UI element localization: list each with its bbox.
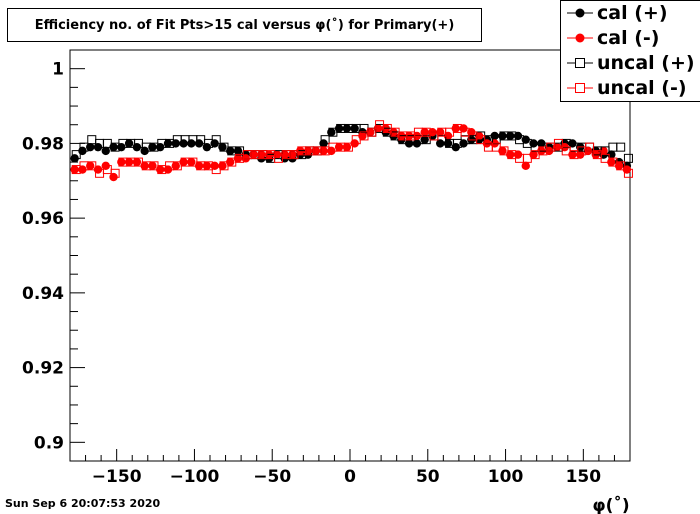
legend-label: uncal (-): [597, 77, 687, 99]
chart-title-text: Efficiency no. of Fit Pts>15 cal versus …: [34, 17, 455, 33]
legend-item-cal-plus: cal (+): [561, 1, 700, 25]
data-point: [608, 142, 618, 152]
data-point: [101, 146, 110, 156]
data-point: [320, 135, 330, 145]
data-point: [87, 135, 97, 145]
y-tick-label: 0.94: [22, 284, 64, 304]
y-tick-label: 0.98: [22, 134, 64, 154]
data-point: [343, 142, 353, 152]
x-tick-label: −100: [170, 467, 220, 487]
plot-frame: [69, 49, 631, 462]
data-point: [521, 161, 530, 171]
legend-item-uncal-plus: uncal (+): [561, 51, 700, 75]
data-point: [86, 142, 95, 152]
data-point: [71, 150, 81, 160]
legend-item-uncal-minus: uncal (-): [561, 76, 700, 100]
open-square-marker-icon: [567, 58, 593, 68]
x-tick-label: 0: [344, 467, 356, 487]
legend-label: uncal (+): [597, 52, 695, 74]
data-point: [87, 161, 97, 171]
data-point: [476, 135, 486, 145]
y-tick-label: 0.92: [22, 359, 64, 379]
x-tick-label: −150: [92, 467, 142, 487]
x-tick-label: 100: [488, 467, 524, 487]
data-point: [623, 153, 633, 163]
data-point: [211, 135, 221, 145]
data-point: [367, 127, 377, 137]
x-tick-label: −50: [253, 467, 291, 487]
filled-circle-marker-icon: [567, 8, 593, 18]
chart-title: Efficiency no. of Fit Pts>15 cal versus …: [7, 8, 482, 42]
x-tick-label: 150: [566, 467, 602, 487]
y-axis: 0.9 0.92 0.94 0.96 0.98 1: [22, 49, 85, 462]
data-markers: [70, 120, 633, 182]
filled-circle-marker-icon: [567, 33, 593, 43]
legend: cal (+) cal (-) uncal (+) uncal (-): [560, 0, 700, 102]
data-point: [110, 168, 120, 178]
x-tick-label: 50: [416, 467, 440, 487]
legend-label: cal (-): [597, 27, 660, 49]
y-tick-label: 0.96: [22, 209, 64, 229]
data-point: [79, 142, 89, 152]
series-3: [71, 120, 633, 178]
data-point: [623, 168, 633, 178]
y-tick-label: 0.9: [34, 433, 64, 453]
x-axis-label: φ(˚): [592, 494, 629, 514]
data-point: [616, 161, 626, 171]
data-point: [553, 138, 563, 148]
legend-label: cal (+): [597, 2, 668, 24]
open-square-marker-icon: [567, 83, 593, 93]
legend-item-cal-minus: cal (-): [561, 26, 700, 50]
data-point: [585, 142, 595, 152]
timestamp: Sun Sep 6 20:07:53 2020: [5, 497, 161, 510]
data-point: [616, 142, 626, 152]
x-axis: −150 −100 −50 0 50 100 150: [69, 449, 631, 487]
y-tick-label: 1: [52, 60, 64, 80]
